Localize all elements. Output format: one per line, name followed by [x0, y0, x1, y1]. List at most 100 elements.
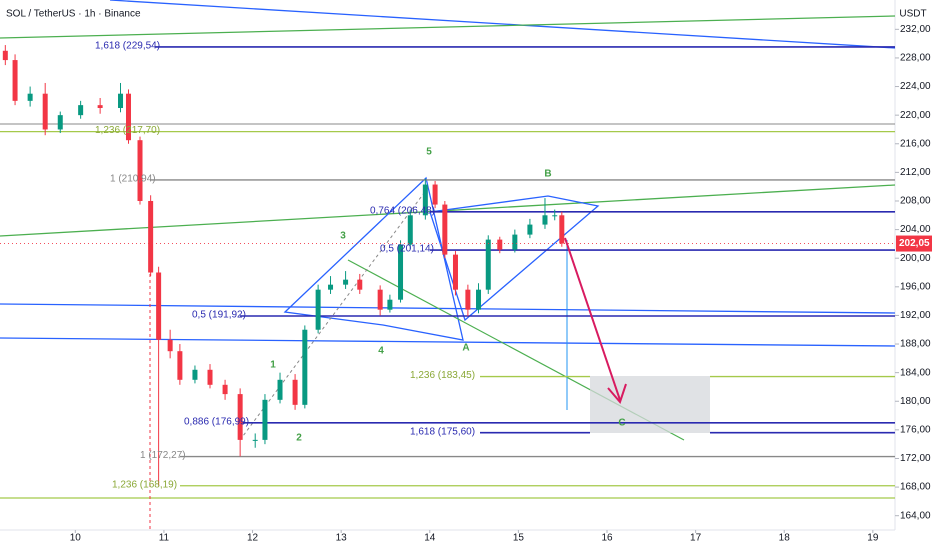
candle-body [252, 439, 258, 441]
drawings [0, 0, 896, 530]
candle-body [2, 50, 8, 61]
level-label: 0,5 (191,92) [192, 310, 246, 321]
candle-body [97, 105, 103, 109]
candle-body [512, 234, 518, 250]
y-tick-label: 216,00 [900, 138, 931, 149]
arrow-head [607, 383, 627, 404]
level-label: 1,236 (217,70) [95, 125, 160, 136]
level-label: 1 (172,27) [140, 450, 186, 461]
candle-body [207, 369, 213, 385]
candle-body [237, 394, 243, 440]
candle-body [292, 379, 298, 405]
y-tick-label: 192,00 [900, 310, 931, 321]
candle-body [125, 93, 131, 141]
candle-body [527, 224, 533, 235]
level-label: 0,886 (176,99) [184, 416, 249, 427]
candle-body [422, 184, 428, 216]
level-label: 1 (210,94) [110, 174, 156, 185]
wave-label: C [618, 418, 625, 429]
y-tick-label: 232,00 [900, 24, 931, 35]
candle-body [387, 299, 393, 310]
candle-body [377, 289, 383, 310]
y-tick-label: 208,00 [900, 196, 931, 207]
candle-body [497, 239, 503, 250]
x-tick-label: 19 [867, 533, 879, 544]
forecast-arrow [564, 237, 621, 401]
candle-body [78, 105, 84, 116]
wave-label: 2 [296, 433, 302, 444]
y-tick-label: 228,00 [900, 53, 931, 64]
x-tick-label: 16 [601, 533, 613, 544]
candle-body [192, 369, 198, 380]
candle-body [222, 384, 228, 395]
wave-label: 4 [378, 346, 384, 357]
target-zone [590, 376, 710, 433]
candle-body [357, 279, 363, 290]
candle-body [476, 289, 482, 310]
y-tick-label: 196,00 [900, 281, 931, 292]
x-tick-label: 10 [70, 533, 82, 544]
candle-body [167, 339, 173, 352]
trend-line [109, 0, 896, 49]
y-tick-label: 224,00 [900, 81, 931, 92]
level-label: 1,236 (183,45) [410, 370, 475, 381]
trend-line [0, 303, 896, 314]
candle-body [452, 254, 458, 290]
candle-body [542, 215, 548, 225]
candle-body [148, 200, 154, 273]
candle-body [12, 60, 18, 101]
candle-body [559, 215, 565, 244]
chart-title: SOL / TetherUS · 1h · Binance [6, 9, 141, 20]
candle-body [465, 289, 471, 310]
wave-label: A [462, 343, 469, 354]
x-tick-label: 13 [336, 533, 348, 544]
candle-body [552, 215, 558, 217]
y-tick-label: 220,00 [900, 110, 931, 121]
candles [2, 45, 565, 486]
candle-body [177, 351, 183, 380]
candle-body [27, 93, 33, 101]
currency-label: USDT [899, 9, 926, 20]
y-tick-label: 204,00 [900, 224, 931, 235]
level-label: 0,5 (201,14) [380, 244, 434, 255]
wave-path [239, 184, 431, 441]
wave-label: B [544, 169, 551, 180]
candle-body [156, 272, 162, 340]
wave-label: 5 [426, 147, 432, 158]
y-tick-label: 172,00 [900, 453, 931, 464]
candle-body [42, 93, 48, 130]
x-tick-label: 18 [779, 533, 791, 544]
y-tick-label: 212,00 [900, 167, 931, 178]
candle-body [315, 289, 321, 330]
x-tick-label: 14 [424, 533, 436, 544]
y-tick-label: 176,00 [900, 425, 931, 436]
x-tick-label: 17 [690, 533, 702, 544]
candle-body [137, 140, 143, 201]
x-tick-label: 11 [159, 533, 170, 544]
candle-body [118, 93, 124, 109]
wave-label: 3 [340, 231, 346, 242]
candle-body [398, 244, 404, 300]
level-label: 1,618 (229,54) [95, 41, 160, 52]
price-tag [896, 235, 932, 252]
wave-label: 1 [270, 360, 276, 371]
price-tag-label: 202,05 [899, 238, 930, 249]
candle-body [262, 399, 268, 440]
y-tick-label: 184,00 [900, 367, 931, 378]
x-tick-label: 15 [513, 533, 525, 544]
candle-body [485, 239, 491, 290]
candle-body [432, 184, 438, 205]
candle-body [302, 329, 308, 405]
channel [283, 176, 464, 341]
y-tick-label: 180,00 [900, 396, 931, 407]
candle-body [343, 279, 349, 285]
candle-body [407, 215, 413, 245]
trend-line [0, 15, 896, 39]
y-tick-label: 168,00 [900, 482, 931, 493]
annotations: 1,618 (229,54) 1,236 (217,70) 1 (210,94) 0,… [95, 41, 627, 490]
trend-line [0, 337, 896, 347]
y-tick-label: 200,00 [900, 253, 931, 264]
x-tick-label: 12 [247, 533, 259, 544]
